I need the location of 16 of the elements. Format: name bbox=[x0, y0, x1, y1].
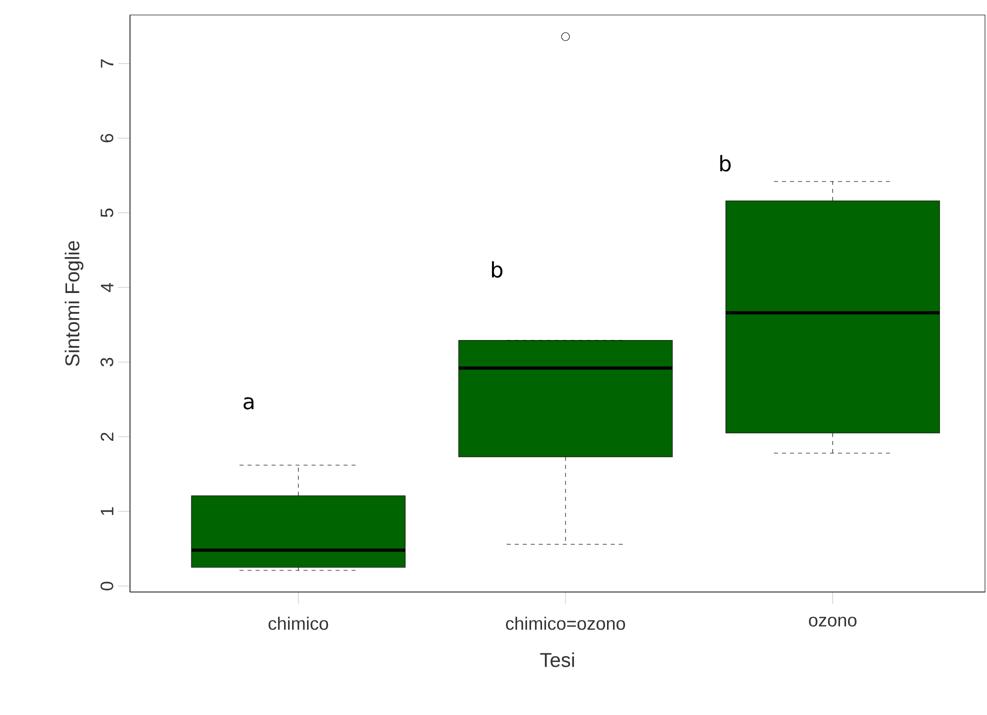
y-tick-label: 3 bbox=[100, 358, 114, 366]
y-tick-label: 1 bbox=[100, 507, 114, 516]
y-tick-label: 2 bbox=[100, 432, 114, 441]
x-tick-label: ozono bbox=[808, 616, 856, 627]
annotation: b bbox=[720, 155, 731, 172]
y-tick-label: 4 bbox=[100, 282, 114, 292]
x-tick-label: chimico bbox=[268, 616, 328, 630]
y-tick-label: 0 bbox=[100, 582, 114, 590]
y-tick-label: 6 bbox=[100, 134, 114, 142]
y-tick-label: 7 bbox=[100, 59, 114, 68]
y-tick-label: 5 bbox=[100, 208, 114, 218]
y-axis-title: Sintomi Foglie bbox=[64, 241, 84, 366]
x-tick-label: chimico=ozono bbox=[506, 616, 626, 630]
annotation: a bbox=[244, 397, 254, 410]
x-axis-title: Tesi bbox=[540, 652, 574, 668]
annotation: b bbox=[492, 261, 502, 278]
